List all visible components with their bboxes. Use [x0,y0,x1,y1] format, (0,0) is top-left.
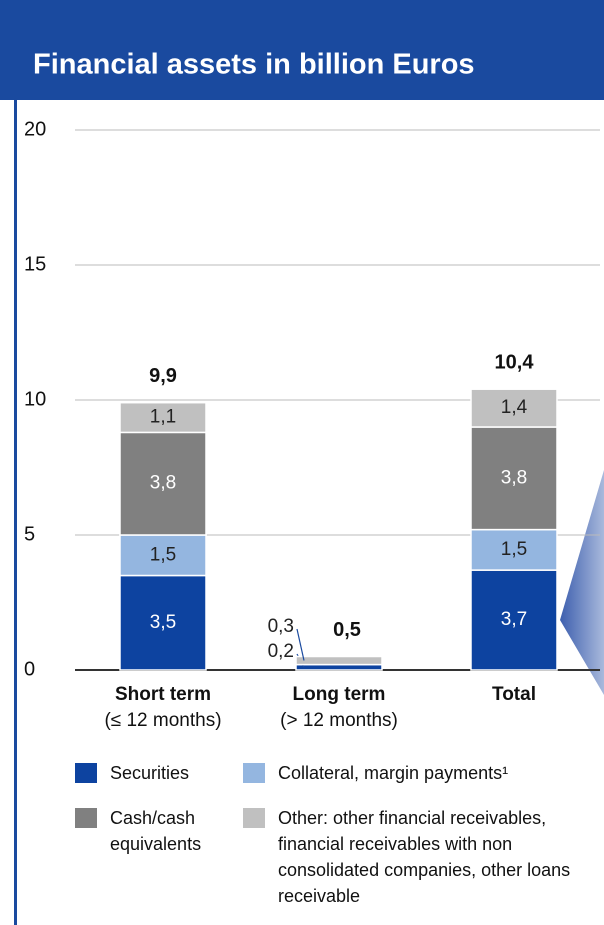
bar-segment [295,655,383,666]
y-tick-label: 5 [24,523,35,545]
value-label: 3,5 [150,612,176,633]
total-label: 10,4 [495,351,535,373]
legend-label: Securities [110,763,190,783]
bar-segment [470,528,558,571]
x-tick-note: (≤ 12 months) [104,710,221,731]
x-tick-label: Short term [115,684,211,705]
bar-segment [470,388,558,428]
total-label: 0,5 [333,619,361,641]
legend-swatch [75,808,97,828]
legend-label: Cash/cash equivalents [110,808,202,854]
y-tick-label: 15 [24,253,46,275]
y-tick-label: 10 [24,388,46,410]
value-label: 3,7 [501,609,527,630]
bar-segment [470,426,558,531]
y-tick-label: 20 [24,118,46,140]
legend-label: Collateral, margin payments¹ [278,763,509,783]
bar-segment [295,663,383,671]
callout [560,470,604,695]
value-label: 3,8 [150,473,176,494]
bar-segment [119,574,207,671]
bar-segment [119,401,207,434]
value-label: 1,4 [501,397,528,418]
x-tick-note: (> 12 months) [280,710,398,731]
bar-segment [470,569,558,671]
value-label: 1,5 [501,539,527,560]
legend-swatch [243,808,265,828]
value-label: 1,1 [150,407,176,428]
legend-swatch [75,763,97,783]
value-label: 3,8 [501,467,527,488]
value-label: 1,5 [150,544,176,565]
y-tick-label: 0 [24,658,35,680]
header-band [0,0,604,100]
legend-label: Other: other financial receivables, fina… [278,808,571,906]
total-label: 9,9 [149,365,177,387]
chart-title: Financial assets in billion Euros [33,49,475,81]
left-border [14,0,17,925]
bar-segment [119,534,207,577]
leader-line [296,628,305,661]
x-tick-label: Long term [293,684,386,705]
value-label: 0,2 [268,641,294,662]
x-tick-label: Total [492,684,536,705]
legend-swatch [243,763,265,783]
bar-segment [119,431,207,536]
value-label: 0,3 [268,616,294,637]
